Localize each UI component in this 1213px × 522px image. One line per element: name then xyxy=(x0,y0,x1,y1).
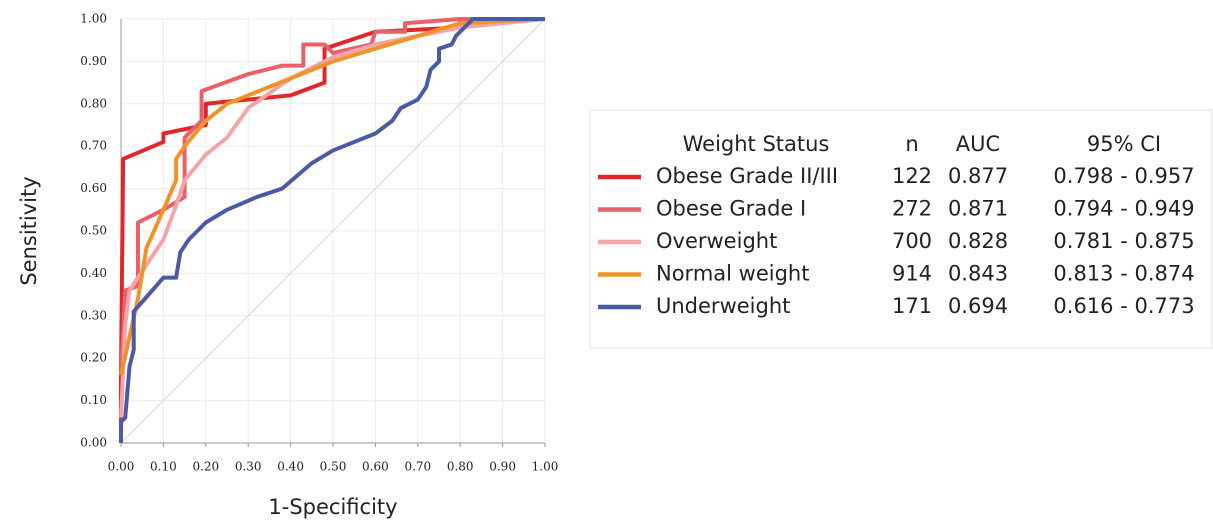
legend-header: 95% CI xyxy=(1087,132,1161,156)
legend-n: 272 xyxy=(892,197,932,221)
legend-auc: 0.871 xyxy=(948,197,1008,221)
legend-label: Obese Grade I xyxy=(656,197,806,221)
x-tick-label: 0.10 xyxy=(150,460,177,474)
legend-label: Obese Grade II/III xyxy=(656,164,838,188)
legend-auc: 0.843 xyxy=(948,262,1008,286)
legend-ci: 0.798 - 0.957 xyxy=(1053,164,1194,188)
y-tick-label: 0.20 xyxy=(80,351,107,365)
x-tick-label: 0.20 xyxy=(192,460,219,474)
legend-header: AUC xyxy=(956,132,1000,156)
x-tick-label: 0.80 xyxy=(447,460,474,474)
legend-n: 171 xyxy=(892,294,932,318)
legend-header: Weight Status xyxy=(683,132,830,156)
y-tick-label: 0.60 xyxy=(80,181,107,195)
y-tick-label: 0.50 xyxy=(80,224,107,238)
y-tick-label: 0.30 xyxy=(80,308,107,322)
reference-diagonal xyxy=(120,18,546,444)
roc-curve xyxy=(119,17,546,418)
x-axis-label: 1-Specificity xyxy=(268,495,397,519)
legend-header: n xyxy=(905,132,918,156)
x-tick-label: 0.50 xyxy=(320,460,347,474)
legend-n: 700 xyxy=(892,229,932,253)
x-tick-label: 0.90 xyxy=(489,460,516,474)
legend-box xyxy=(589,109,1213,349)
y-tick-label: 0.00 xyxy=(80,436,107,450)
legend-ci: 0.794 - 0.949 xyxy=(1053,197,1194,221)
x-tick-label: 0.30 xyxy=(235,460,262,474)
y-tick-label: 0.10 xyxy=(80,393,107,407)
x-tick-label: 0.40 xyxy=(277,460,304,474)
legend-ci: 0.813 - 0.874 xyxy=(1053,262,1194,286)
roc-curve xyxy=(119,17,546,376)
legend-auc: 0.877 xyxy=(948,164,1008,188)
x-tick-label: 0.00 xyxy=(108,460,135,474)
legend-label: Overweight xyxy=(656,229,777,253)
legend-auc: 0.694 xyxy=(948,294,1008,318)
legend-ci: 0.781 - 0.875 xyxy=(1053,229,1194,253)
y-tick-label: 1.00 xyxy=(80,12,107,26)
roc-curve xyxy=(119,17,545,443)
y-tick-label: 0.70 xyxy=(80,139,107,153)
legend-label: Normal weight xyxy=(656,262,809,286)
y-tick-label: 0.90 xyxy=(80,54,107,68)
y-tick-label: 0.80 xyxy=(80,96,107,110)
x-tick-label: 0.60 xyxy=(362,460,389,474)
legend-n: 914 xyxy=(892,262,932,286)
legend-n: 122 xyxy=(892,164,932,188)
y-tick-label: 0.40 xyxy=(80,266,107,280)
legend-ci: 0.616 - 0.773 xyxy=(1053,294,1194,318)
roc-curve xyxy=(119,17,545,376)
y-axis-label: Sensitivity xyxy=(17,176,41,285)
legend-label: Underweight xyxy=(656,294,790,318)
x-tick-label: 0.70 xyxy=(404,460,431,474)
legend-auc: 0.828 xyxy=(948,229,1008,253)
x-tick-label: 1.00 xyxy=(532,460,559,474)
